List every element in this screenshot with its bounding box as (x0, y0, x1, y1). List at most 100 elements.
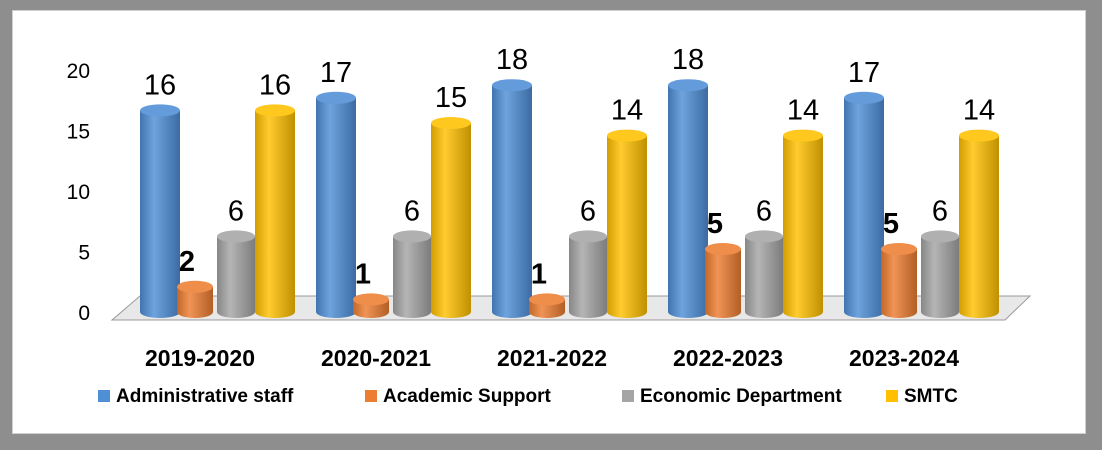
legend-label: SMTC (904, 386, 958, 407)
bar-cap (705, 243, 741, 255)
y-tick-label: 15 (67, 121, 90, 144)
legend-label: Administrative staff (116, 386, 294, 407)
legend-swatch (98, 390, 110, 402)
data-label: 1 (531, 258, 547, 290)
x-tick-label: 2023-2024 (849, 345, 959, 371)
bar-body (959, 135, 999, 318)
bar-cap (255, 104, 295, 117)
bar-body (607, 135, 647, 318)
x-tick-label: 2019-2020 (145, 345, 255, 371)
bar-economic-department-2019-2020 (217, 230, 255, 318)
data-label: 18 (496, 44, 528, 76)
bar-administrative-staff-2019-2020 (140, 104, 180, 319)
bar-cap (492, 79, 532, 92)
bar-smtc-2019-2020 (255, 104, 295, 319)
bar-cap (607, 129, 647, 142)
data-label: 16 (144, 69, 176, 101)
data-label: 5 (707, 208, 723, 240)
y-tick-label: 0 (78, 302, 90, 325)
data-label: 6 (404, 195, 420, 227)
bar-cap (844, 91, 884, 104)
data-label: 6 (580, 195, 596, 227)
bar-academic-support-2021-2022 (529, 293, 565, 318)
bar-body (217, 236, 255, 318)
bar-cap (881, 243, 917, 255)
bar-body (492, 85, 532, 318)
bar-body (921, 236, 959, 318)
bar-cap (959, 129, 999, 142)
x-tick-label: 2022-2023 (673, 345, 783, 371)
legend-item-administrative-staff: Administrative staff (98, 386, 294, 407)
legend-item-economic-department: Economic Department (622, 386, 842, 407)
data-label: 17 (320, 57, 352, 89)
bar-body (705, 249, 741, 318)
bar-body (668, 85, 708, 318)
bar-economic-department-2022-2023 (745, 230, 783, 318)
bar-cap (783, 129, 823, 142)
data-label: 5 (883, 208, 899, 240)
bar-smtc-2020-2021 (431, 117, 471, 318)
bar-smtc-2021-2022 (607, 129, 647, 318)
legend-label: Academic Support (383, 386, 552, 407)
data-label: 17 (848, 57, 880, 89)
data-label: 6 (756, 195, 772, 227)
bar-body (881, 249, 917, 318)
bar-academic-support-2023-2024 (881, 243, 917, 318)
bar-administrative-staff-2023-2024 (844, 91, 884, 318)
bar-body (140, 110, 180, 319)
bar-smtc-2023-2024 (959, 129, 999, 318)
bar-economic-department-2021-2022 (569, 230, 607, 318)
bar-body (431, 123, 471, 318)
bar-body (177, 286, 213, 318)
bar-cap (921, 230, 959, 243)
x-tick-label: 2021-2022 (497, 345, 607, 371)
data-label: 15 (435, 82, 467, 114)
bar-cap (745, 230, 783, 243)
bar-cap (393, 230, 431, 243)
bar-administrative-staff-2021-2022 (492, 79, 532, 318)
bar-cap (529, 293, 565, 306)
bar-cap (668, 79, 708, 92)
bar-body (569, 236, 607, 318)
legend-swatch (622, 390, 634, 402)
bar-administrative-staff-2022-2023 (668, 79, 708, 318)
bar-body (393, 236, 431, 318)
y-tick-label: 10 (67, 181, 90, 204)
bar-cap (140, 104, 180, 117)
data-label: 14 (611, 95, 643, 127)
data-label: 1 (355, 258, 371, 290)
bar-cap (217, 230, 255, 243)
legend-swatch (886, 390, 898, 402)
bar-body (844, 97, 884, 318)
legend-item-smtc: SMTC (886, 386, 958, 407)
y-tick-label: 20 (67, 60, 90, 83)
bar-body (745, 236, 783, 318)
bar-administrative-staff-2020-2021 (316, 91, 356, 318)
bar-academic-support-2020-2021 (353, 293, 389, 318)
data-label: 2 (179, 246, 195, 278)
data-label: 18 (672, 44, 704, 76)
legend-item-academic-support: Academic Support (365, 386, 552, 407)
legend-swatch (365, 390, 377, 402)
data-label: 6 (932, 195, 948, 227)
bar-economic-department-2023-2024 (921, 230, 959, 318)
x-tick-label: 2020-2021 (321, 345, 431, 371)
bar-body (316, 97, 356, 318)
data-label: 6 (228, 195, 244, 227)
bar-body (255, 110, 295, 319)
legend-label: Economic Department (640, 386, 842, 407)
bar-cap (569, 230, 607, 243)
bar-academic-support-2019-2020 (177, 280, 213, 318)
bar-cap (316, 91, 356, 104)
chart-area (12, 10, 1086, 434)
bar-cap (353, 293, 389, 306)
bar-cap (431, 117, 471, 129)
bar-economic-department-2020-2021 (393, 230, 431, 318)
data-label: 14 (963, 95, 995, 127)
data-label: 14 (787, 95, 819, 127)
y-tick-label: 5 (78, 242, 90, 265)
bar-smtc-2022-2023 (783, 129, 823, 318)
bar-body (783, 135, 823, 318)
